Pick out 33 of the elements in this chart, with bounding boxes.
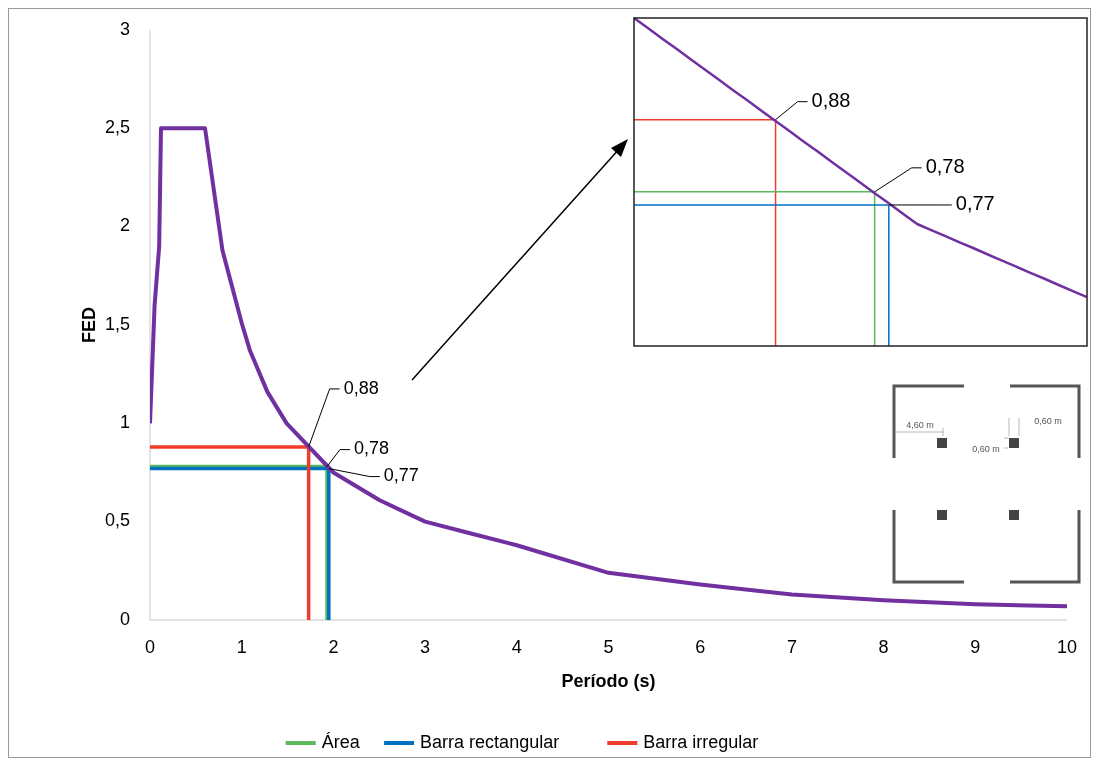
x-tick-label: 4 xyxy=(511,636,522,657)
x-tick-label: 0 xyxy=(144,636,156,657)
line-series xyxy=(150,126,1067,609)
x-tick-label: 9 xyxy=(970,636,981,657)
legend-label: Área xyxy=(321,731,361,752)
annotation: 0,60 m xyxy=(972,444,1000,454)
y-tick-label: 2,5 xyxy=(104,117,130,138)
annotation: 0,60 m xyxy=(1034,416,1062,426)
annotation: 0,78 xyxy=(353,438,390,459)
x-tick-label: 5 xyxy=(603,636,614,657)
legend-label: Barra rectangular xyxy=(420,731,560,752)
annotation: 0,78 xyxy=(925,155,965,178)
y-tick-label: 1 xyxy=(119,412,130,433)
annotation: 0,88 xyxy=(343,377,379,398)
legend-label: Barra irregular xyxy=(643,731,759,752)
x-tick-label: 3 xyxy=(420,636,431,657)
x-tick-label: 2 xyxy=(328,636,339,657)
y-tick-label: 2 xyxy=(119,215,130,236)
x-tick-label: 7 xyxy=(786,636,797,657)
y-tick-label: 0,5 xyxy=(104,510,130,531)
annotation: 0,88 xyxy=(811,88,851,111)
x-tick-label: 8 xyxy=(878,636,889,657)
y-axis-title: FED xyxy=(78,307,99,343)
x-axis-title: Período (s) xyxy=(561,671,656,691)
y-tick-label: 3 xyxy=(119,18,130,39)
annotation: 0,77 xyxy=(955,192,995,215)
annotation: 0,77 xyxy=(383,465,419,486)
x-tick-label: 10 xyxy=(1056,636,1078,657)
x-tick-label: 6 xyxy=(695,636,706,657)
y-tick-label: 1,5 xyxy=(104,313,130,334)
annotation: 4,60 m xyxy=(906,420,934,430)
x-tick-label: 1 xyxy=(236,636,247,657)
y-tick-label: 0 xyxy=(119,608,130,629)
